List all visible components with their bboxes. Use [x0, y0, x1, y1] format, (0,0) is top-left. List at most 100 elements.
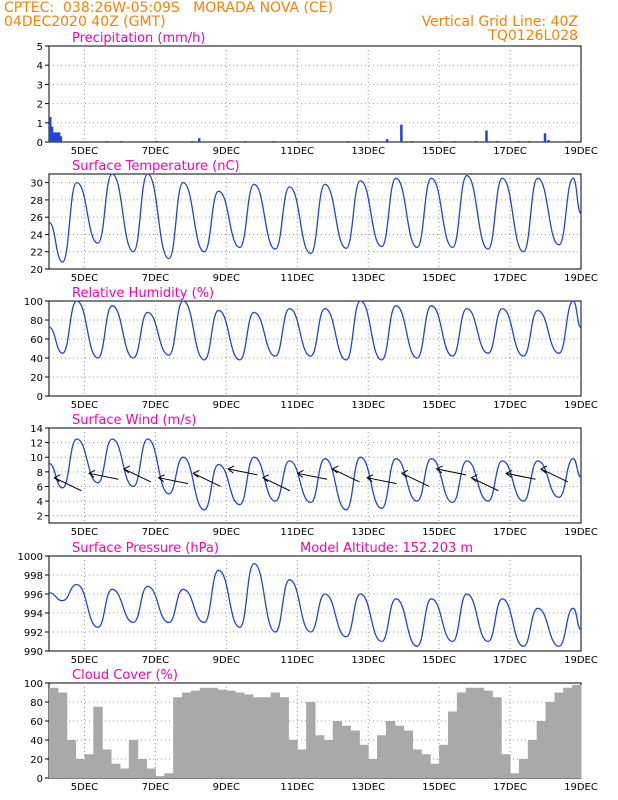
y-tick-label: 0: [37, 392, 43, 403]
header-model-id: TQ0126L028: [488, 28, 578, 44]
x-tick-label: 19DEC: [564, 146, 598, 157]
x-tick-label: 5DEC: [71, 273, 98, 284]
x-tick-label: 15DEC: [422, 146, 456, 157]
precip-bar: [50, 126, 54, 142]
wind-arrow-head: [505, 469, 513, 478]
x-tick-label: 17DEC: [493, 655, 527, 666]
wind-arrow-head: [366, 474, 374, 483]
y-tick-label: 4: [37, 61, 43, 72]
y-tick-label: 30: [30, 179, 43, 190]
y-tick-label: 5: [37, 42, 43, 53]
wind-arrow: [540, 468, 569, 483]
precip-bar: [197, 138, 201, 142]
cloud-bar: [235, 692, 245, 778]
cloud-bar: [261, 697, 272, 778]
precip-bar: [495, 141, 499, 142]
y-tick-label: 8: [37, 468, 43, 479]
x-tick-label: 19DEC: [564, 655, 598, 666]
precip-bar: [52, 132, 56, 142]
wind-arrow: [436, 468, 467, 476]
cloud-bar: [146, 768, 156, 778]
x-tick-label: 9DEC: [213, 273, 240, 284]
y-tick-label: 3: [37, 80, 43, 91]
precip-bar: [297, 141, 300, 142]
x-tick-label: 9DEC: [213, 655, 240, 666]
y-tick-label: 60: [30, 717, 43, 728]
x-tick-label: 19DEC: [564, 273, 598, 284]
cloud-bar: [217, 689, 227, 778]
y-tick-label: 2: [37, 100, 43, 111]
cloud-bar: [332, 721, 343, 778]
y-tick-label: 1000: [18, 552, 43, 563]
cloud-bar: [93, 706, 103, 778]
cloud-bar: [563, 687, 573, 778]
x-tick-label: 11DEC: [280, 782, 314, 793]
x-tick-label: 13DEC: [351, 655, 385, 666]
x-tick-label: 5DEC: [71, 146, 98, 157]
precip-bar: [54, 132, 57, 142]
wind-arrow: [401, 472, 430, 487]
plot-frame: [48, 555, 582, 652]
cloud-bar: [483, 690, 493, 778]
y-tick-label: 20: [30, 265, 43, 276]
cloud-bar: [182, 692, 192, 778]
wind-arrow-head: [261, 474, 270, 483]
chart-title: Surface Wind (m/s): [72, 413, 196, 428]
chart-title: Surface Temperature (nC): [72, 159, 240, 174]
header-date: 04DEC2020 40Z (GMT): [4, 14, 166, 30]
y-tick-label: 20: [30, 755, 43, 766]
cloud-bar: [554, 692, 564, 778]
cloud-bar: [288, 740, 298, 778]
cloud-bar: [368, 759, 378, 778]
wind-arrow-head: [540, 465, 548, 474]
y-tick-label: 40: [30, 736, 43, 747]
precip-bar: [527, 141, 531, 142]
precip-bar: [547, 140, 550, 142]
y-tick-label: 24: [30, 230, 43, 241]
precip-bar: [59, 136, 63, 142]
x-tick-label: 13DEC: [351, 146, 385, 157]
y-tick-label: 80: [30, 316, 43, 327]
cloud-bar: [439, 744, 449, 778]
y-tick-label: 14: [30, 424, 43, 435]
cloud-bar: [536, 721, 547, 778]
chart-temperature: 5DEC 7DEC 9DEC 11DEC 13DEC 15DEC 17DEC 19DEC 20 2…: [30, 159, 598, 284]
cloud-bar: [244, 694, 254, 778]
cloud-bar: [49, 687, 59, 778]
wind-arrow-head: [53, 474, 61, 483]
wind-arrow-head: [88, 469, 96, 478]
x-tick-label: 11DEC: [280, 400, 314, 411]
chart-title: Relative Humidity (%): [72, 286, 214, 301]
wind-arrow-head: [157, 474, 165, 483]
wind-arrow: [158, 477, 189, 485]
x-tick-label: 9DEC: [213, 782, 240, 793]
cloud-bar: [448, 711, 458, 778]
x-tick-label: 7DEC: [142, 146, 169, 157]
cloud-bar: [403, 730, 414, 778]
x-tick-label: 15DEC: [422, 273, 456, 284]
cloud-bar: [501, 754, 511, 778]
y-tick-label: 26: [30, 213, 43, 224]
x-tick-label: 11DEC: [280, 527, 314, 538]
precip-bar: [346, 141, 350, 142]
y-tick-label: 2: [37, 512, 43, 523]
cloud-bar: [456, 692, 467, 778]
cloud-bar: [279, 697, 289, 778]
cloud-bar: [252, 697, 263, 778]
x-tick-label: 19DEC: [564, 527, 598, 538]
y-tick-label: 60: [30, 335, 43, 346]
cloud-bar: [350, 730, 360, 778]
x-tick-label: 13DEC: [351, 527, 385, 538]
x-tick-label: 15DEC: [422, 782, 456, 793]
y-tick-label: 990: [24, 647, 43, 658]
plot-frame: [48, 45, 582, 143]
cloud-bar: [137, 759, 148, 778]
precip-bar: [155, 141, 158, 142]
chart-pressure: 5DEC 7DEC 9DEC 11DEC 13DEC 15DEC 17DEC 19DEC 990…: [18, 541, 598, 666]
y-tick-label: 100: [24, 297, 43, 308]
chart-precipitation: 5DEC 7DEC 9DEC 11DEC 13DEC 15DEC 17DEC 19DEC 0 1 2…: [37, 31, 598, 157]
precip-bar: [453, 141, 456, 142]
wind-arrow: [193, 472, 221, 487]
wind-arrow: [471, 477, 499, 492]
